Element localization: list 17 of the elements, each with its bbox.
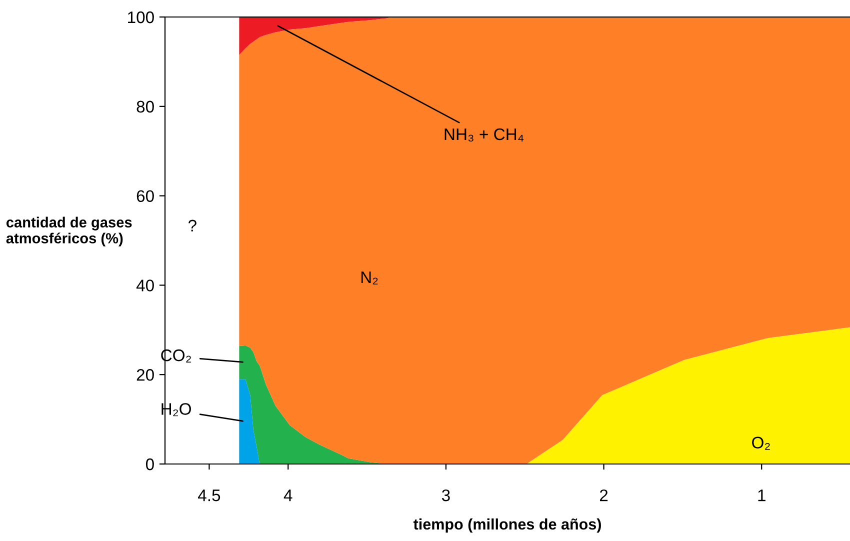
annotation: ? bbox=[188, 220, 196, 232]
x-tick-label: 4.5 bbox=[198, 490, 220, 502]
x-tick-label: 3 bbox=[442, 489, 450, 502]
series-label: O₂ bbox=[752, 436, 770, 450]
y-tick-label: 40 bbox=[136, 280, 154, 292]
x-tick-label: 1 bbox=[758, 490, 766, 502]
y-axis-title: cantidad de gases atmosféricos (%) bbox=[6, 216, 132, 246]
text: NH₃ + CH₄ bbox=[444, 128, 524, 142]
y-tick-label: 80 bbox=[136, 100, 154, 113]
y-tick-label: 60 bbox=[136, 190, 154, 202]
series-label: N₂ bbox=[361, 272, 378, 284]
y-tick-label: 0 bbox=[146, 458, 154, 470]
x-axis-title: tiempo (millones de años) bbox=[413, 518, 601, 533]
x-tick-label: 4 bbox=[284, 490, 292, 502]
x-tick-label: 2 bbox=[600, 489, 608, 502]
y-tick-label: 20 bbox=[136, 369, 154, 381]
y-tick-label: 100 bbox=[128, 11, 154, 24]
